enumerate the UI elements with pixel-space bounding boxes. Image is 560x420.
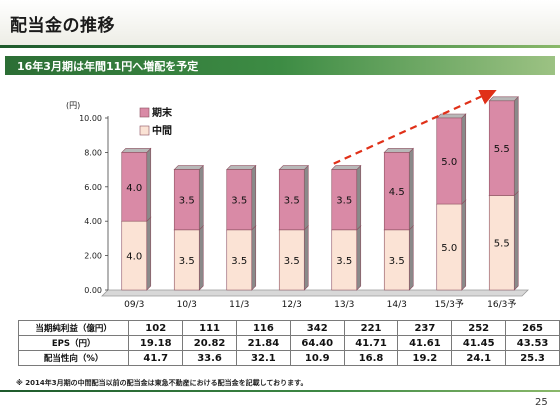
data-label-fy-end: 3.5: [336, 196, 352, 207]
table-cell: 342: [289, 320, 345, 336]
table-cell: 24.1: [451, 350, 507, 366]
row-label: EPS（円）: [17, 335, 130, 351]
table-cell: 33.6: [182, 350, 237, 366]
x-tick-label: 16/3予: [487, 299, 516, 310]
x-tick-label: 15/3予: [435, 299, 464, 310]
legend-label-interim: 中間: [152, 124, 172, 137]
data-label-fy-end: 5.0: [441, 157, 457, 168]
x-tick-label: 10/3: [177, 300, 197, 310]
y-tick-label: 8.00: [84, 148, 102, 157]
y-tick-label: 4.00: [84, 217, 102, 226]
footer-rule: [0, 390, 560, 392]
dividend-chart: (円) 0.00 2.00 4.00 6.00 8.00 10.00 4.0 4.0 09/3 3.…: [66, 90, 529, 310]
y-tick-label: 10.00: [79, 114, 102, 123]
headline-banner: 16年3月期は年間11円へ増配を予定: [5, 56, 555, 75]
table-row: EPS（円） 19.18 20.82 21.84 64.40 41.71 41.61 41.4…: [17, 335, 560, 351]
y-tick-label: 2.00: [84, 252, 102, 261]
header-bar: 配当金の推移: [0, 0, 560, 48]
chart-floor: [101, 289, 529, 297]
table-cell: 41.45: [451, 335, 507, 351]
data-label-interim: 3.5: [336, 256, 352, 267]
data-label-fy-end: 4.5: [389, 187, 405, 198]
table-cell: 265: [505, 320, 560, 336]
legend-swatch-fy-end: [139, 107, 150, 118]
y-axis-label: (円): [66, 101, 80, 110]
data-label-fy-end: 4.0: [126, 183, 142, 194]
data-label-interim: 4.0: [126, 252, 142, 263]
table-cell: 237: [397, 320, 453, 336]
data-label-interim: 3.5: [284, 256, 300, 267]
table-row: 配当性向（%） 41.7 33.6 32.1 10.9 16.8 19.2 24.1 25.3: [17, 350, 560, 366]
table-cell: 20.82: [182, 335, 237, 351]
table-cell: 25.3: [505, 350, 560, 366]
x-tick-label: 09/3: [124, 300, 144, 310]
page-number: 25: [535, 397, 548, 408]
data-label-fy-end: 5.5: [494, 144, 510, 155]
bar-fy-end: [121, 147, 152, 222]
x-tick-label: 12/3: [282, 300, 302, 310]
data-label-interim: 3.5: [389, 256, 405, 267]
table-cell: 41.71: [343, 335, 399, 351]
table-cell: 21.84: [235, 335, 291, 351]
table-cell: 19.18: [128, 335, 184, 351]
x-tick-label: 13/3: [334, 300, 354, 310]
table-cell: 19.2: [397, 350, 453, 366]
table-cell: 32.1: [235, 350, 291, 366]
data-label-interim: 5.5: [494, 239, 510, 250]
data-label-fy-end: 3.5: [231, 196, 247, 207]
bar-fy-end: [383, 147, 414, 231]
bar-fy-end: [226, 164, 257, 231]
table-cell: 10.9: [289, 350, 345, 366]
x-tick-label: 14/3: [387, 300, 407, 310]
legend-swatch-interim: [139, 125, 150, 136]
table-cell: 64.40: [289, 335, 345, 351]
data-label-fy-end: 3.5: [284, 196, 300, 207]
bar-fy-end: [278, 164, 309, 231]
data-label-interim: 5.0: [441, 243, 457, 254]
y-tick-label: 0.00: [84, 286, 102, 295]
trend-arrow: [333, 90, 498, 165]
footnote: ※ 2014年3月期の中間配当以前の配当金は東急不動産における配当金を記載してお…: [16, 379, 308, 387]
data-label-interim: 3.5: [231, 256, 247, 267]
page-title: 配当金の推移: [10, 16, 115, 36]
row-label: 当期純利益（億円）: [17, 320, 130, 336]
table-cell: 43.53: [505, 335, 560, 351]
table-cell: 41.61: [397, 335, 453, 351]
table-cell: 116: [235, 320, 291, 336]
table-cell: 41.7: [128, 350, 184, 366]
table-cell: 16.8: [343, 350, 399, 366]
metrics-table: 当期純利益（億円） 102 111 116 342 221 237 252 265 EPS（円） 1…: [17, 320, 560, 366]
data-label-interim: 3.5: [179, 256, 195, 267]
data-label-fy-end: 3.5: [179, 196, 195, 207]
table-cell: 102: [128, 320, 184, 336]
row-label: 配当性向（%）: [17, 350, 130, 366]
table-cell: 252: [451, 320, 507, 336]
table-cell: 111: [182, 320, 237, 336]
headline-text: 16年3月期は年間11円へ増配を予定: [17, 60, 199, 73]
bar-interim: [436, 199, 467, 291]
bar-fy-end: [331, 164, 362, 231]
legend-label-fy-end: 期末: [152, 106, 173, 119]
bar-fy-end: [173, 164, 204, 231]
x-tick-label: 11/3: [229, 300, 249, 310]
table-row: 当期純利益（億円） 102 111 116 342 221 237 252 265: [17, 320, 560, 336]
y-tick-label: 6.00: [84, 183, 102, 192]
header-rule: [0, 45, 560, 48]
table-cell: 221: [343, 320, 399, 336]
bar-fy-end: [436, 113, 467, 205]
